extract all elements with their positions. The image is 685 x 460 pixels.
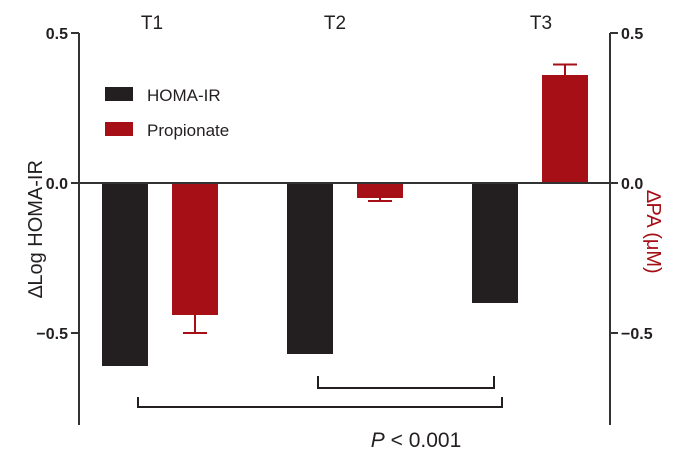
left-tick-label: 0.0 bbox=[46, 176, 68, 193]
bar-homa-ir-t1 bbox=[102, 183, 148, 366]
legend-label-propionate: Propionate bbox=[147, 121, 229, 140]
p-symbol: P bbox=[371, 429, 385, 452]
bar-homa-ir-t2 bbox=[287, 183, 333, 354]
legend: HOMA-IR Propionate bbox=[105, 86, 229, 140]
legend-label-homa-ir: HOMA-IR bbox=[147, 86, 221, 105]
p-value-annotation: P < 0.001 bbox=[371, 429, 462, 452]
bar-propionate-t2 bbox=[357, 183, 403, 198]
group-label-t1: T1 bbox=[141, 13, 163, 34]
bar-homa-ir-t3 bbox=[472, 183, 518, 303]
group-label-t3: T3 bbox=[530, 13, 552, 34]
left-axis-ticks: 0.5 0.0 −0.5 bbox=[36, 26, 79, 343]
left-tick-label: 0.5 bbox=[46, 26, 68, 43]
right-tick-label: 0.0 bbox=[621, 176, 643, 193]
right-axis-title: ∆PA (μM) bbox=[642, 190, 664, 273]
bar-propionate-t3 bbox=[542, 75, 588, 183]
right-axis-ticks: 0.5 0.0 −0.5 bbox=[610, 26, 653, 343]
legend-swatch-propionate bbox=[105, 122, 133, 136]
comparison-bracket-t1-t3 bbox=[137, 397, 503, 408]
legend-swatch-homa-ir bbox=[105, 87, 133, 101]
left-tick-label: −0.5 bbox=[36, 326, 68, 343]
right-tick-label: −0.5 bbox=[621, 326, 653, 343]
bar-propionate-t1 bbox=[172, 183, 218, 315]
comparison-bracket-t2-t3 bbox=[317, 376, 495, 389]
right-tick-label: 0.5 bbox=[621, 26, 643, 43]
group-label-t2: T2 bbox=[324, 13, 346, 34]
p-value-text: < 0.001 bbox=[385, 429, 461, 452]
left-axis-title: ∆Log HOMA-IR bbox=[25, 160, 47, 298]
bars bbox=[102, 63, 588, 366]
